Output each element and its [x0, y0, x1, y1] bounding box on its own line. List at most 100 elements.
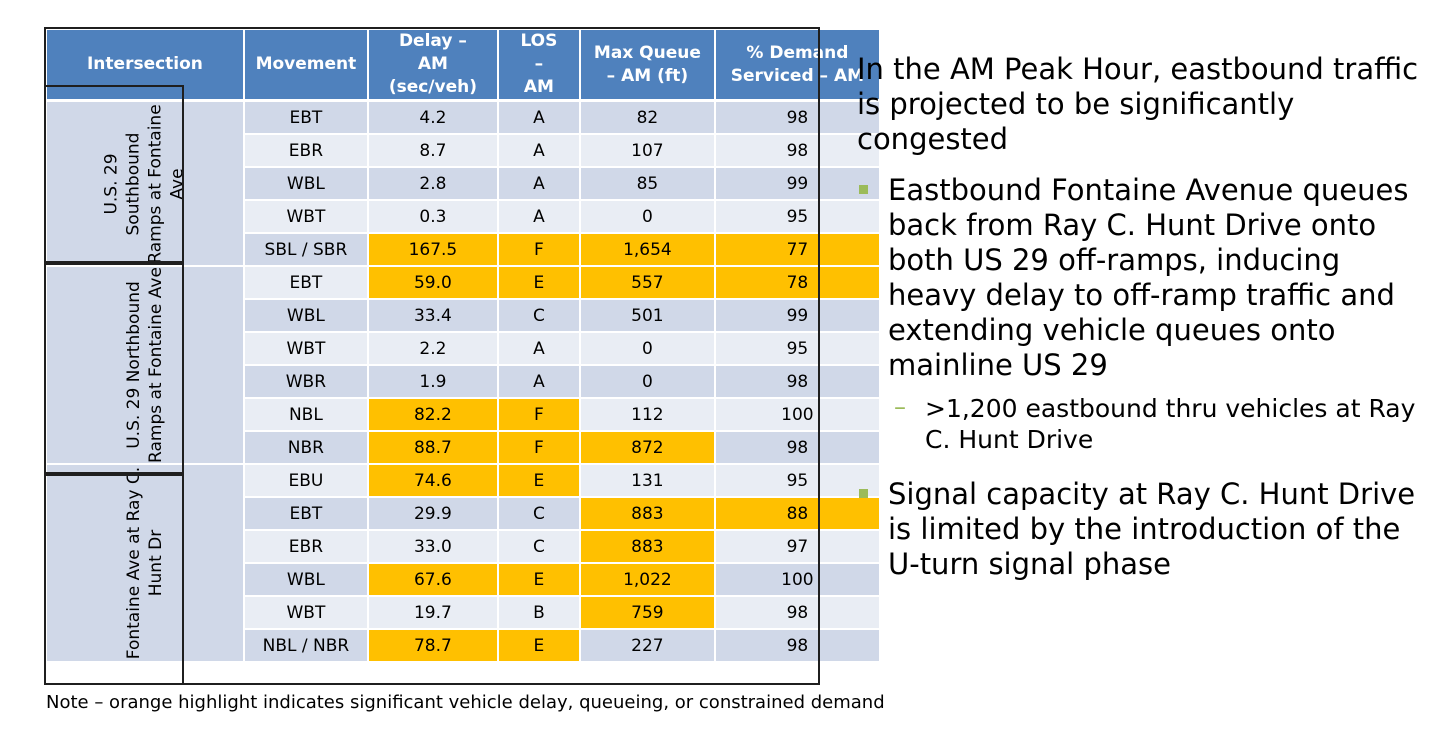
header-delay: Delay – AM (sec/veh): [366, 28, 499, 102]
queue-cell: 0: [578, 199, 716, 234]
movement-cell: WBT: [242, 595, 369, 630]
queue-cell: 872: [578, 430, 716, 465]
queue-cell: 1,022: [578, 562, 716, 597]
table-row: NBR 88.7 F 872 98: [46, 430, 881, 465]
los-cell: A: [496, 199, 581, 234]
movement-cell: WBT: [242, 199, 369, 234]
intersection-cell: U.S. 29 Northbound Ramps at Fontaine Ave: [45, 265, 245, 465]
header-los: LOS – AM: [496, 28, 581, 102]
summary-panel: In the AM Peak Hour, eastbound traffic i…: [857, 52, 1437, 582]
bullet-item: Eastbound Fontaine Avenue queues back fr…: [857, 173, 1437, 383]
queue-cell: 227: [578, 628, 716, 663]
delay-cell: 2.8: [366, 166, 499, 201]
table-row: NBL 82.2 F 112 100: [46, 397, 881, 432]
delay-cell: 2.2: [366, 331, 499, 366]
los-cell: A: [496, 364, 581, 399]
delay-cell: 88.7: [366, 430, 499, 465]
table-row: EBR 8.7 A 107 98: [46, 133, 881, 168]
intersection-label: U.S. 29 Northbound Ramps at Fontaine Ave: [123, 268, 167, 462]
intersection-label-line: Fontaine Ave at Ray C.: [123, 466, 144, 660]
los-cell: E: [496, 265, 581, 300]
demand-cell: 77: [713, 232, 881, 267]
intersection-label: U.S. 29 Southbound Ramps at Fontaine Ave: [101, 104, 189, 263]
los-cell: C: [496, 298, 581, 333]
level-of-service-table: Intersection Movement Delay – AM (sec/ve…: [45, 28, 881, 663]
los-cell: A: [496, 99, 581, 135]
movement-cell: EBR: [242, 529, 369, 564]
intersection-label-line: Ave: [167, 167, 188, 200]
queue-cell: 557: [578, 265, 716, 300]
los-cell: F: [496, 430, 581, 465]
summary-heading: In the AM Peak Hour, eastbound traffic i…: [857, 52, 1419, 156]
movement-cell: EBT: [242, 265, 369, 300]
movement-cell: EBT: [242, 496, 369, 531]
table-row: WBT 0.3 A 0 95: [46, 199, 881, 234]
delay-cell: 67.6: [366, 562, 499, 597]
queue-cell: 85: [578, 166, 716, 201]
queue-cell: 0: [578, 331, 716, 366]
queue-cell: 1,654: [578, 232, 716, 267]
sub-bullet-item: – >1,200 eastbound thru vehicles at Ray …: [857, 393, 1437, 455]
intersection-cell: Fontaine Ave at Ray C. Hunt Dr: [45, 463, 245, 663]
demand-cell: 95: [713, 331, 881, 366]
queue-cell: 883: [578, 496, 716, 531]
bullet-text: Signal capacity at Ray C. Hunt Drive is …: [888, 477, 1416, 581]
intersection-label-line: Southbound: [123, 132, 144, 235]
table-row: EBR 33.0 C 883 97: [46, 529, 881, 564]
movement-cell: WBL: [242, 298, 369, 333]
los-cell: A: [496, 133, 581, 168]
delay-cell: 0.3: [366, 199, 499, 234]
queue-cell: 82: [578, 99, 716, 135]
los-cell: A: [496, 166, 581, 201]
delay-cell: 78.7: [366, 628, 499, 663]
delay-cell: 4.2: [366, 99, 499, 135]
table-row: U.S. 29 Southbound Ramps at Fontaine Ave EBT…: [45, 99, 881, 267]
los-cell: C: [496, 529, 581, 564]
intersection-label-line: Hunt Dr: [145, 529, 166, 597]
square-bullet-icon: [859, 489, 868, 498]
movement-cell: EBU: [242, 463, 369, 498]
table-body: U.S. 29 Southbound Ramps at Fontaine Ave EBT…: [45, 99, 881, 663]
square-bullet-icon: [859, 185, 868, 194]
delay-cell: 59.0: [366, 265, 499, 300]
table-note: Note – orange highlight indicates signif…: [46, 692, 885, 713]
demand-cell: 98: [713, 595, 881, 630]
demand-cell: 100: [713, 562, 881, 597]
sub-bullet-text: >1,200 eastbound thru vehicles at Ray C.…: [925, 394, 1416, 454]
delay-cell: 74.6: [366, 463, 499, 498]
queue-cell: 501: [578, 298, 716, 333]
los-cell: F: [496, 397, 581, 432]
queue-cell: 759: [578, 595, 716, 630]
delay-cell: 33.4: [366, 298, 499, 333]
queue-cell: 131: [578, 463, 716, 498]
demand-cell: 100: [713, 397, 881, 432]
los-cell: A: [496, 331, 581, 366]
los-cell: C: [496, 496, 581, 531]
los-cell: B: [496, 595, 581, 630]
bullet-text: Eastbound Fontaine Avenue queues back fr…: [888, 173, 1409, 382]
los-cell: E: [496, 628, 581, 663]
movement-cell: SBL / SBR: [242, 232, 369, 267]
movement-cell: NBR: [242, 430, 369, 465]
table-row: WBL 33.4 C 501 99: [46, 298, 881, 333]
los-cell: E: [496, 562, 581, 597]
table-header-row: Intersection Movement Delay – AM (sec/ve…: [45, 28, 881, 102]
delay-cell: 82.2: [366, 397, 499, 432]
los-cell: F: [496, 232, 581, 267]
delay-cell: 8.7: [366, 133, 499, 168]
header-intersection: Intersection: [45, 28, 245, 102]
demand-cell: 88: [713, 496, 881, 531]
table-row: WBL 2.8 A 85 99: [46, 166, 881, 201]
table-row: WBR 1.9 A 0 98: [46, 364, 881, 399]
demand-cell: 95: [713, 199, 881, 234]
table-row: U.S. 29 Northbound Ramps at Fontaine Ave E…: [45, 265, 881, 465]
delay-cell: 1.9: [366, 364, 499, 399]
intersection-label-line: U.S. 29 Northbound: [123, 281, 144, 449]
demand-cell: 99: [713, 298, 881, 333]
table-row: NBL / NBR 78.7 E 227 98: [46, 628, 881, 663]
demand-cell: 98: [713, 133, 881, 168]
delay-cell: 19.7: [366, 595, 499, 630]
table-row: WBL 67.6 E 1,022 100: [46, 562, 881, 597]
demand-cell: 97: [713, 529, 881, 564]
intersection-label: Fontaine Ave at Ray C. Hunt Dr: [123, 467, 167, 659]
